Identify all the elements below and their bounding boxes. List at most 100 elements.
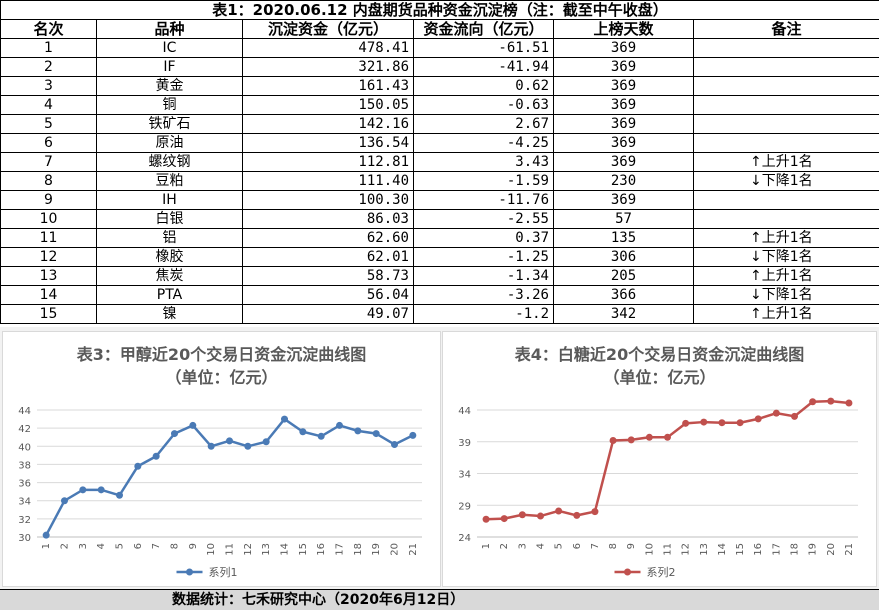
data-point <box>718 419 725 426</box>
fund-cell: 161.43 <box>243 77 414 96</box>
flow-cell: -1.34 <box>414 267 554 286</box>
table-header-row: 名次品种沉淀资金（亿元）资金流向（亿元）上榜天数备注 <box>1 20 879 39</box>
note-cell: ↓下降1名 <box>694 286 879 305</box>
data-point <box>573 512 580 519</box>
x-tick-label: 10 <box>644 543 655 556</box>
rank-cell: 5 <box>1 115 97 134</box>
variety-cell: 铜 <box>97 96 243 115</box>
fund-cell: 142.16 <box>243 115 414 134</box>
note-cell <box>694 39 879 58</box>
flow-cell: 2.67 <box>414 115 554 134</box>
chart-title: 表4：白糖近20个交易日资金沉淀曲线图 <box>514 345 804 364</box>
note-text: 上升1名 <box>762 268 813 284</box>
x-tick-label: 1 <box>41 543 52 549</box>
variety-cell: 螺纹钢 <box>97 153 243 172</box>
arrow-up-icon: ↑ <box>750 268 762 284</box>
note-cell: ↑上升1名 <box>694 305 879 324</box>
data-point <box>61 497 68 504</box>
rank-cell: 10 <box>1 210 97 229</box>
note-cell <box>694 134 879 153</box>
data-point <box>591 508 598 515</box>
note-text: 上升1名 <box>762 230 813 246</box>
y-tick-label: 42 <box>18 424 31 435</box>
days-cell: 230 <box>554 172 694 191</box>
data-point <box>281 416 288 423</box>
data-point <box>537 513 544 520</box>
data-point <box>226 437 233 444</box>
column-header: 名次 <box>1 20 97 39</box>
y-tick-label: 38 <box>18 460 31 471</box>
rank-cell: 12 <box>1 248 97 267</box>
column-header: 沉淀资金（亿元） <box>243 20 414 39</box>
note-cell: ↓下降1名 <box>694 172 879 191</box>
x-tick-label: 9 <box>188 543 199 549</box>
rank-cell: 2 <box>1 58 97 77</box>
data-point <box>809 398 816 405</box>
column-header: 品种 <box>97 20 243 39</box>
legend-marker <box>186 569 193 576</box>
fund-cell: 321.86 <box>243 58 414 77</box>
variety-cell: 白银 <box>97 210 243 229</box>
data-point <box>263 438 270 445</box>
x-tick-label: 7 <box>590 543 601 549</box>
x-tick-label: 19 <box>371 543 382 556</box>
note-text: 下降1名 <box>762 287 813 303</box>
x-tick-label: 9 <box>626 543 637 549</box>
x-tick-label: 3 <box>78 543 89 549</box>
data-point <box>171 430 178 437</box>
x-tick-label: 21 <box>408 543 419 556</box>
rank-cell: 4 <box>1 96 97 115</box>
data-point <box>79 486 86 493</box>
rank-cell: 8 <box>1 172 97 191</box>
column-header: 资金流向（亿元） <box>414 20 554 39</box>
y-tick-label: 24 <box>458 533 471 544</box>
fund-cell: 478.41 <box>243 39 414 58</box>
days-cell: 369 <box>554 115 694 134</box>
variety-cell: 铁矿石 <box>97 115 243 134</box>
y-tick-label: 44 <box>458 406 471 417</box>
data-point <box>519 511 526 518</box>
data-point <box>646 434 653 441</box>
days-cell: 369 <box>554 153 694 172</box>
note-text: 上升1名 <box>762 306 813 322</box>
x-tick-label: 18 <box>790 543 801 556</box>
x-tick-label: 16 <box>753 543 764 556</box>
x-tick-label: 2 <box>60 543 71 549</box>
data-point <box>501 515 508 522</box>
variety-cell: 焦炭 <box>97 267 243 286</box>
note-cell: ↑上升1名 <box>694 153 879 172</box>
legend-marker <box>624 569 631 576</box>
data-point <box>134 463 141 470</box>
variety-cell: 原油 <box>97 134 243 153</box>
x-tick-label: 20 <box>390 543 401 556</box>
x-tick-label: 8 <box>608 543 619 549</box>
days-cell: 366 <box>554 286 694 305</box>
fund-cell: 100.30 <box>243 191 414 210</box>
fund-cell: 86.03 <box>243 210 414 229</box>
y-tick-label: 29 <box>458 501 471 512</box>
y-tick-label: 40 <box>18 442 31 453</box>
fund-cell: 49.07 <box>243 305 414 324</box>
data-point <box>336 422 343 429</box>
data-point <box>373 430 380 437</box>
x-tick-label: 11 <box>663 543 674 556</box>
x-tick-label: 12 <box>243 543 254 556</box>
variety-cell: IC <box>97 39 243 58</box>
rank-cell: 1 <box>1 39 97 58</box>
fund-cell: 136.54 <box>243 134 414 153</box>
note-cell <box>694 77 879 96</box>
arrow-up-icon: ↑ <box>750 154 762 170</box>
note-cell: ↑上升1名 <box>694 229 879 248</box>
data-point <box>98 486 105 493</box>
data-point <box>153 453 160 460</box>
x-tick-label: 5 <box>115 543 126 549</box>
